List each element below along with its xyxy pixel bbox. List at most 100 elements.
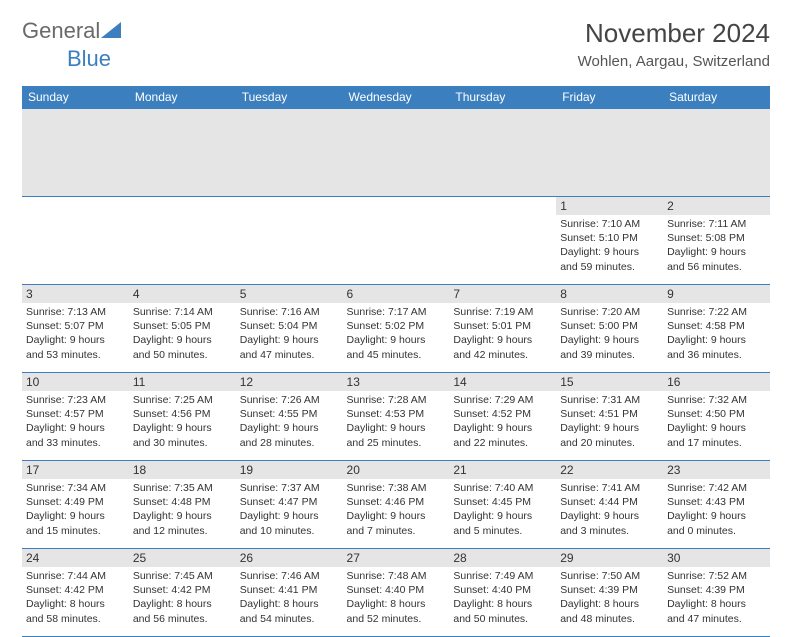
sunset-text: Sunset: 4:45 PM <box>453 495 552 509</box>
calendar-row: 17Sunrise: 7:34 AMSunset: 4:49 PMDayligh… <box>22 461 770 549</box>
sunrise-text: Sunrise: 7:28 AM <box>347 393 446 407</box>
calendar-cell: 20Sunrise: 7:38 AMSunset: 4:46 PMDayligh… <box>343 461 450 549</box>
calendar-cell: 14Sunrise: 7:29 AMSunset: 4:52 PMDayligh… <box>449 373 556 461</box>
day-body: Sunrise: 7:38 AMSunset: 4:46 PMDaylight:… <box>343 479 450 542</box>
daylight-text: Daylight: 9 hours and 42 minutes. <box>453 333 552 361</box>
sunrise-text: Sunrise: 7:41 AM <box>560 481 659 495</box>
sunrise-text: Sunrise: 7:38 AM <box>347 481 446 495</box>
sunrise-text: Sunrise: 7:16 AM <box>240 305 339 319</box>
day-number: 22 <box>556 461 663 479</box>
calendar-cell: 8Sunrise: 7:20 AMSunset: 5:00 PMDaylight… <box>556 285 663 373</box>
sunrise-text: Sunrise: 7:37 AM <box>240 481 339 495</box>
day-number: 3 <box>22 285 129 303</box>
sunset-text: Sunset: 5:08 PM <box>667 231 766 245</box>
sunrise-text: Sunrise: 7:14 AM <box>133 305 232 319</box>
sunrise-text: Sunrise: 7:26 AM <box>240 393 339 407</box>
sunset-text: Sunset: 5:04 PM <box>240 319 339 333</box>
dayname-thu: Thursday <box>449 86 556 109</box>
day-number: 1 <box>556 197 663 215</box>
daylight-text: Daylight: 9 hours and 25 minutes. <box>347 421 446 449</box>
day-number: 13 <box>343 373 450 391</box>
sunrise-text: Sunrise: 7:46 AM <box>240 569 339 583</box>
day-number: 19 <box>236 461 343 479</box>
day-number: 6 <box>343 285 450 303</box>
daylight-text: Daylight: 9 hours and 53 minutes. <box>26 333 125 361</box>
day-body: Sunrise: 7:44 AMSunset: 4:42 PMDaylight:… <box>22 567 129 630</box>
daylight-text: Daylight: 9 hours and 45 minutes. <box>347 333 446 361</box>
sunset-text: Sunset: 5:05 PM <box>133 319 232 333</box>
sunrise-text: Sunrise: 7:45 AM <box>133 569 232 583</box>
calendar-cell: 17Sunrise: 7:34 AMSunset: 4:49 PMDayligh… <box>22 461 129 549</box>
calendar-cell: 7Sunrise: 7:19 AMSunset: 5:01 PMDaylight… <box>449 285 556 373</box>
daylight-text: Daylight: 9 hours and 33 minutes. <box>26 421 125 449</box>
daylight-text: Daylight: 9 hours and 5 minutes. <box>453 509 552 537</box>
calendar-cell <box>449 197 556 285</box>
day-number: 21 <box>449 461 556 479</box>
logo-triangle-icon <box>101 18 121 44</box>
calendar-cell: 23Sunrise: 7:42 AMSunset: 4:43 PMDayligh… <box>663 461 770 549</box>
logo: General <box>22 18 123 44</box>
sunset-text: Sunset: 4:56 PM <box>133 407 232 421</box>
day-body: Sunrise: 7:42 AMSunset: 4:43 PMDaylight:… <box>663 479 770 542</box>
day-number: 2 <box>663 197 770 215</box>
daylight-text: Daylight: 9 hours and 47 minutes. <box>240 333 339 361</box>
day-number: 29 <box>556 549 663 567</box>
dayname-fri: Friday <box>556 86 663 109</box>
daylight-text: Daylight: 9 hours and 30 minutes. <box>133 421 232 449</box>
calendar-cell: 16Sunrise: 7:32 AMSunset: 4:50 PMDayligh… <box>663 373 770 461</box>
daylight-text: Daylight: 9 hours and 56 minutes. <box>667 245 766 273</box>
sunrise-text: Sunrise: 7:32 AM <box>667 393 766 407</box>
day-body: Sunrise: 7:40 AMSunset: 4:45 PMDaylight:… <box>449 479 556 542</box>
sunset-text: Sunset: 4:41 PM <box>240 583 339 597</box>
sunset-text: Sunset: 4:49 PM <box>26 495 125 509</box>
sunrise-text: Sunrise: 7:13 AM <box>26 305 125 319</box>
sunrise-text: Sunrise: 7:48 AM <box>347 569 446 583</box>
dayname-tue: Tuesday <box>236 86 343 109</box>
calendar-cell: 5 Sunrise: 7:16 AMSunset: 5:04 PMDaylight… <box>236 285 343 373</box>
day-number: 5 <box>236 285 343 303</box>
location: Wohlen, Aargau, Switzerland <box>578 53 770 70</box>
sunrise-text: Sunrise: 7:34 AM <box>26 481 125 495</box>
sunset-text: Sunset: 4:43 PM <box>667 495 766 509</box>
sunset-text: Sunset: 4:48 PM <box>133 495 232 509</box>
day-body: Sunrise: 7:14 AMSunset: 5:05 PMDaylight:… <box>129 303 236 366</box>
day-body: Sunrise: 7:32 AMSunset: 4:50 PMDaylight:… <box>663 391 770 454</box>
sunrise-text: Sunrise: 7:22 AM <box>667 305 766 319</box>
day-body: Sunrise: 7:25 AMSunset: 4:56 PMDaylight:… <box>129 391 236 454</box>
sunset-text: Sunset: 4:53 PM <box>347 407 446 421</box>
sunset-text: Sunset: 4:39 PM <box>667 583 766 597</box>
sunrise-text: Sunrise: 7:50 AM <box>560 569 659 583</box>
sunrise-text: Sunrise: 7:19 AM <box>453 305 552 319</box>
daylight-text: Daylight: 9 hours and 36 minutes. <box>667 333 766 361</box>
day-body: Sunrise: 7:26 AMSunset: 4:55 PMDaylight:… <box>236 391 343 454</box>
sunrise-text: Sunrise: 7:52 AM <box>667 569 766 583</box>
sunrise-text: Sunrise: 7:29 AM <box>453 393 552 407</box>
calendar-cell: 26Sunrise: 7:46 AMSunset: 4:41 PMDayligh… <box>236 549 343 637</box>
day-number: 14 <box>449 373 556 391</box>
calendar-cell: 1Sunrise: 7:10 AMSunset: 5:10 PMDaylight… <box>556 197 663 285</box>
sunrise-text: Sunrise: 7:42 AM <box>667 481 766 495</box>
day-body: Sunrise: 7:13 AMSunset: 5:07 PMDaylight:… <box>22 303 129 366</box>
sunset-text: Sunset: 4:39 PM <box>560 583 659 597</box>
sunrise-text: Sunrise: 7:17 AM <box>347 305 446 319</box>
month-title: November 2024 <box>578 18 770 49</box>
calendar-cell: 22Sunrise: 7:41 AMSunset: 4:44 PMDayligh… <box>556 461 663 549</box>
day-body: Sunrise: 7:46 AMSunset: 4:41 PMDaylight:… <box>236 567 343 630</box>
daylight-text: Daylight: 9 hours and 50 minutes. <box>133 333 232 361</box>
day-body: Sunrise: 7:50 AMSunset: 4:39 PMDaylight:… <box>556 567 663 630</box>
day-body: Sunrise: 7:22 AMSunset: 4:58 PMDaylight:… <box>663 303 770 366</box>
day-number: 15 <box>556 373 663 391</box>
title-block: November 2024 Wohlen, Aargau, Switzerlan… <box>578 18 770 70</box>
day-number: 4 <box>129 285 236 303</box>
day-body: Sunrise: 7:11 AMSunset: 5:08 PMDaylight:… <box>663 215 770 278</box>
sunrise-text: Sunrise: 7:23 AM <box>26 393 125 407</box>
sunrise-text: Sunrise: 7:31 AM <box>560 393 659 407</box>
day-number: 18 <box>129 461 236 479</box>
calendar-cell: 10Sunrise: 7:23 AMSunset: 4:57 PMDayligh… <box>22 373 129 461</box>
calendar-cell: 29Sunrise: 7:50 AMSunset: 4:39 PMDayligh… <box>556 549 663 637</box>
calendar-row: 10Sunrise: 7:23 AMSunset: 4:57 PMDayligh… <box>22 373 770 461</box>
calendar-cell <box>343 197 450 285</box>
day-body: Sunrise: 7:35 AMSunset: 4:48 PMDaylight:… <box>129 479 236 542</box>
day-number: 11 <box>129 373 236 391</box>
calendar-row: 3Sunrise: 7:13 AMSunset: 5:07 PMDaylight… <box>22 285 770 373</box>
